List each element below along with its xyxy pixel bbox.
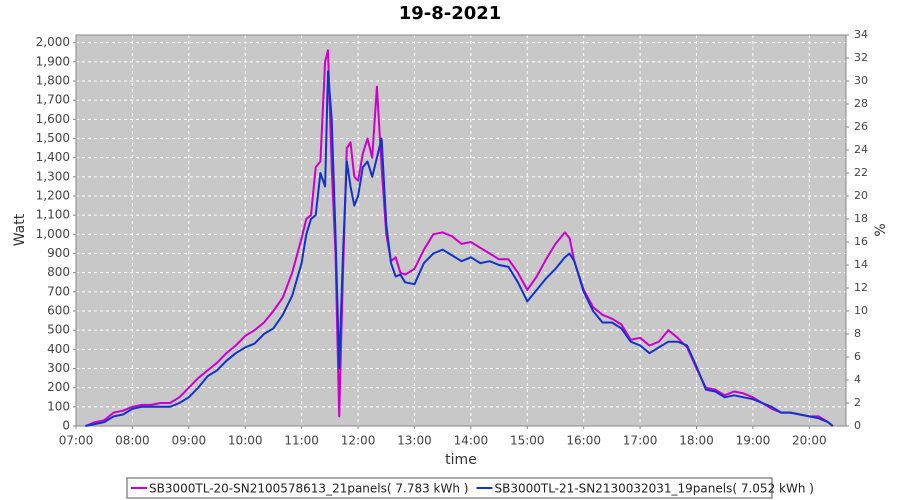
- x-tick-label: 20:00: [792, 434, 827, 448]
- y2-tick-label: 32: [854, 51, 868, 64]
- y-tick-label: 900: [47, 246, 70, 260]
- y2-tick-label: 18: [854, 212, 868, 225]
- x-tick-label: 18:00: [679, 434, 714, 448]
- x-tick-label: 09:00: [172, 434, 207, 448]
- y-tick-label: 600: [47, 304, 70, 318]
- series-line: [85, 70, 834, 427]
- y-tick-label: 1,500: [36, 131, 70, 145]
- legend-label: SB3000TL-21-SN2130032031_19panels( 7.052…: [494, 482, 813, 496]
- y2-tick-label: 22: [854, 166, 868, 179]
- x-tick-label: 10:00: [228, 434, 263, 448]
- x-tick-label: 16:00: [566, 434, 601, 448]
- y2-tick-label: 20: [854, 189, 868, 202]
- y-tick-label: 500: [47, 323, 70, 337]
- y-tick-label: 400: [47, 342, 70, 356]
- y2-tick-label: 26: [854, 120, 868, 133]
- y-tick-label: 1,900: [36, 54, 70, 68]
- chart-title: 19-8-2021: [399, 3, 502, 24]
- y-tick-label: 2,000: [36, 35, 70, 49]
- y2-tick-label: 34: [854, 28, 868, 41]
- plot-area: [76, 35, 846, 426]
- y2-axis-title: %: [873, 223, 889, 236]
- y2-tick-label: 28: [854, 97, 868, 110]
- y-tick-label: 1,000: [36, 227, 70, 241]
- y-tick-label: 1,700: [36, 93, 70, 107]
- x-tick-label: 12:00: [341, 434, 376, 448]
- x-tick-label: 14:00: [454, 434, 489, 448]
- legend-label: SB3000TL-20-SN2100578613_21panels( 7.783…: [149, 482, 468, 496]
- x-tick-label: 13:00: [397, 434, 432, 448]
- x-tick-label: 17:00: [623, 434, 658, 448]
- y-tick-label: 300: [47, 361, 70, 375]
- plot-border: [75, 34, 847, 427]
- x-tick-label: 08:00: [115, 434, 150, 448]
- x-axis-title: time: [445, 452, 477, 468]
- y2-tick-label: 14: [854, 258, 868, 271]
- y2-tick-label: 10: [854, 304, 868, 317]
- y-tick-label: 1,600: [36, 112, 70, 126]
- y-tick-label: 800: [47, 265, 70, 279]
- y2-tick-label: 24: [854, 143, 868, 156]
- y-tick-label: 1,200: [36, 189, 70, 203]
- y-tick-label: 1,400: [36, 150, 70, 164]
- y2-tick-label: 8: [854, 327, 861, 340]
- y2-tick-label: 2: [854, 396, 861, 409]
- y2-tick-label: 6: [854, 350, 861, 363]
- y-tick-label: 1,800: [36, 74, 70, 88]
- y2-tick-label: 30: [854, 74, 868, 87]
- x-tick-label: 11:00: [284, 434, 319, 448]
- x-tick-label: 07:00: [59, 434, 94, 448]
- legend-box: [126, 477, 773, 499]
- y2-tick-label: 0: [854, 419, 861, 432]
- y-tick-label: 1,100: [36, 208, 70, 222]
- y-axis-title: Watt: [12, 213, 28, 246]
- y2-tick-label: 4: [854, 373, 861, 386]
- x-tick-label: 19:00: [736, 434, 771, 448]
- y-tick-label: 200: [47, 380, 70, 394]
- x-tick-label: 15:00: [510, 434, 545, 448]
- y2-tick-label: 12: [854, 281, 868, 294]
- y-tick-label: 1,300: [36, 169, 70, 183]
- y-tick-label: 0: [62, 419, 70, 433]
- y2-tick-label: 16: [854, 235, 868, 248]
- y-tick-label: 100: [47, 399, 70, 413]
- y-tick-label: 700: [47, 284, 70, 298]
